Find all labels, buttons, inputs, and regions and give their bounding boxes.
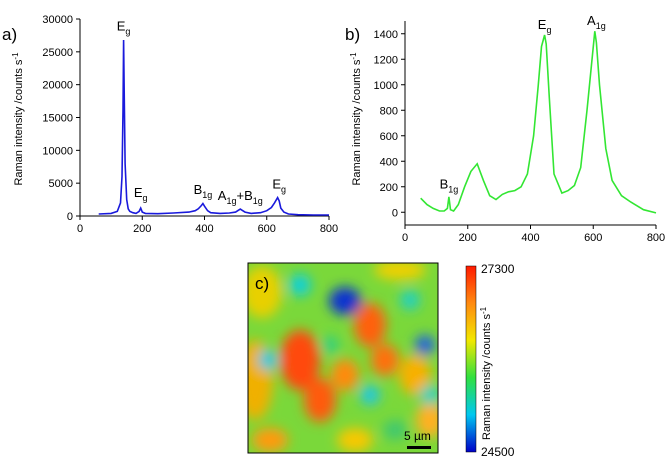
y-tick-label: 0 [392,207,398,219]
y-tick-label: 600 [380,131,398,143]
scale-bar [407,446,431,449]
colorbar [465,265,477,453]
y-tick-label: 1400 [374,29,398,41]
panel-b-ylabel: Raman intensity /counts s-1 [349,52,363,186]
heatmap-frame [247,262,439,454]
y-tick-label: 1000 [374,80,398,92]
panel-b-axes [404,21,656,226]
peak-label: Eg [272,176,286,194]
panel-a-spectrum-line [98,39,329,216]
panel-b-letter: b) [345,25,360,44]
x-tick-label: 0 [402,232,408,244]
x-tick-label: 400 [195,223,213,235]
x-tick-label: 800 [647,232,665,244]
panel-a: a) 0 200 400 600 800 0 5000 10000 15000 20000 2500… [2,14,338,235]
y-tick-label: 0 [67,211,73,223]
panel-a-peak-labels: Eg Eg B1g A1g+B1g Eg [117,19,286,206]
peak-label: Eg [117,19,131,37]
colorbar-max-label: 27300 [481,262,515,276]
x-tick-label: 600 [258,223,276,235]
y-tick-label: 25000 [42,47,73,59]
peak-label: Eg [538,17,552,35]
x-tick-label: 800 [320,223,338,235]
peak-label: B1g [440,176,459,194]
y-tick-label: 10000 [42,145,73,157]
panel-b: b) 0 200 400 600 800 0 200 400 600 800 1000 1200 140… [345,13,665,244]
panel-a-letter: a) [2,25,17,44]
y-tick-label: 30000 [42,14,73,26]
peak-label: A1g+B1g [218,188,263,206]
panel-a-axes [79,19,329,217]
y-tick-label: 20000 [42,80,73,92]
y-tick-label: 800 [380,105,398,117]
y-tick-label: 200 [380,182,398,194]
panel-a-ticks: 0 200 400 600 800 0 5000 10000 15000 20000 25000 30… [42,14,338,235]
heatmap-map [248,263,438,452]
peak-label: B1g [194,182,213,200]
x-tick-label: 200 [133,223,151,235]
peak-label: Eg [134,185,148,203]
panel-c-letter: c) [255,274,269,293]
y-tick-label: 15000 [42,113,73,125]
y-tick-label: 1200 [374,54,398,66]
colorbar-min-label: 24500 [481,445,515,456]
scale-bar-label: 5 µm [404,429,431,443]
x-tick-label: 400 [521,232,539,244]
panel-a-ylabel: Raman intensity /counts s-1 [11,52,25,186]
x-tick-label: 200 [459,232,477,244]
panel-c: c) 5 µm 27300 24500 Raman intensity /cou… [247,262,515,456]
colorbar-label: Raman intensity /counts s-1 [479,306,493,440]
panel-b-spectrum-line [420,31,657,214]
panel-b-peak-labels: B1g Eg A1g [440,13,606,194]
peak-label: A1g [587,13,606,31]
x-tick-label: 600 [584,232,602,244]
y-tick-label: 5000 [49,178,73,190]
y-tick-label: 400 [380,156,398,168]
x-tick-label: 0 [77,223,83,235]
panel-b-ticks: 0 200 400 600 800 0 200 400 600 800 1000 1200 1400 [374,29,666,244]
